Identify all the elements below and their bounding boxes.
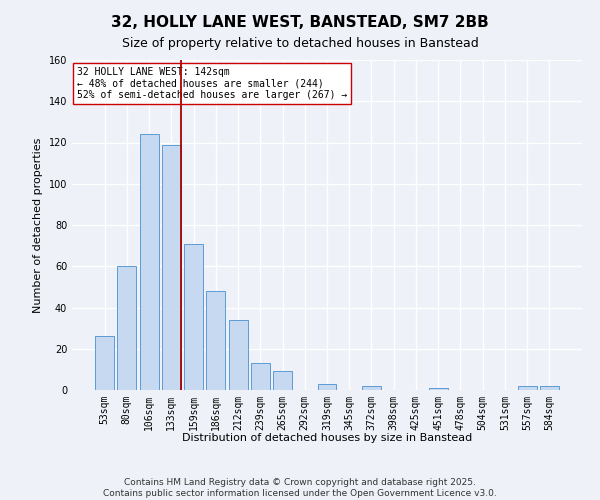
Bar — [229, 320, 248, 390]
Bar — [251, 363, 270, 390]
Bar — [118, 266, 136, 390]
Text: 32, HOLLY LANE WEST, BANSTEAD, SM7 2BB: 32, HOLLY LANE WEST, BANSTEAD, SM7 2BB — [111, 15, 489, 30]
Bar — [362, 386, 381, 390]
Bar — [95, 336, 114, 390]
Bar — [206, 291, 225, 390]
Text: 32 HOLLY LANE WEST: 142sqm
← 48% of detached houses are smaller (244)
52% of sem: 32 HOLLY LANE WEST: 142sqm ← 48% of deta… — [77, 66, 347, 100]
Bar — [273, 372, 292, 390]
Bar — [140, 134, 158, 390]
Bar — [162, 144, 181, 390]
Bar — [429, 388, 448, 390]
Bar — [540, 386, 559, 390]
Text: Size of property relative to detached houses in Banstead: Size of property relative to detached ho… — [122, 38, 478, 51]
Bar — [317, 384, 337, 390]
Bar — [518, 386, 536, 390]
Bar — [184, 244, 203, 390]
X-axis label: Distribution of detached houses by size in Banstead: Distribution of detached houses by size … — [182, 433, 472, 443]
Text: Contains HM Land Registry data © Crown copyright and database right 2025.
Contai: Contains HM Land Registry data © Crown c… — [103, 478, 497, 498]
Y-axis label: Number of detached properties: Number of detached properties — [33, 138, 43, 312]
